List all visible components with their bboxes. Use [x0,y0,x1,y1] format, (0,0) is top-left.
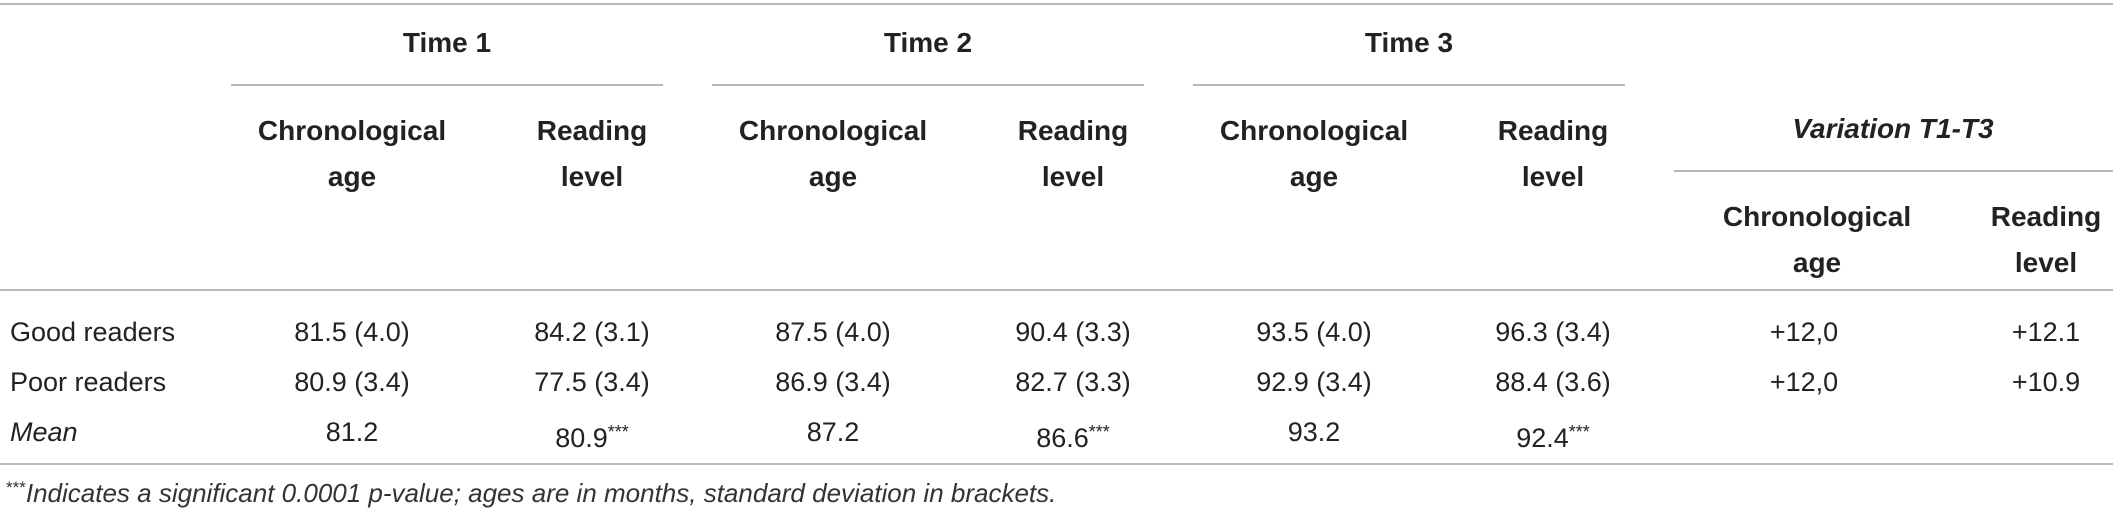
subheader-line: Chronological [738,115,928,146]
row-label-mean: Mean [10,417,78,447]
table-cell: 92.9 (3.4) [1256,367,1372,397]
subheader-chronological-t2: Chronological age [739,108,927,200]
subheader-reading-var: Reading level [1991,194,2101,286]
time3-underline [1193,84,1625,86]
significance-marker: *** [607,422,629,442]
subheader-chronological-var: Chronological age [1723,194,1911,286]
table-cell: 90.4 (3.3) [1015,317,1131,347]
table-cell: 81.2 [325,417,379,447]
subheader-line: Reading [1990,201,2102,232]
subheader-line: age [808,161,858,192]
table-cell: 93.5 (4.0) [1256,317,1372,347]
subheader-line: level [560,161,624,192]
table-cell: 87.5 (4.0) [775,317,891,347]
subheader-reading-t2: Reading level [1018,108,1128,200]
table-cell: 77.5 (3.4) [534,367,650,397]
footnote-text: Indicates a significant 0.0001 p-value; … [25,478,1057,508]
table-cell: 87.2 [806,417,860,447]
table-cell: 86.6*** [1036,410,1110,460]
table-cell: +12.1 [2011,317,2081,347]
table-cell: 96.3 (3.4) [1495,317,1611,347]
table-cell: 86.9 (3.4) [775,367,891,397]
subheader-line: level [1041,161,1105,192]
subheader-line: Chronological [1219,115,1409,146]
table-cell: +12,0 [1769,367,1839,397]
subheader-line: level [1521,161,1585,192]
table-cell: 93.2 [1287,417,1341,447]
row-label-poor-readers: Poor readers [10,367,167,397]
table-cell: 80.9 (3.4) [294,367,410,397]
top-rule [0,3,2113,5]
table-footnote: ***Indicates a significant 0.0001 p-valu… [6,478,1056,509]
significance-marker: *** [1088,422,1110,442]
group-header-time2: Time 2 [883,27,973,58]
subheader-chronological-t3: Chronological age [1220,108,1408,200]
table-cell: +12,0 [1769,317,1839,347]
subheader-line: Reading [536,115,648,146]
footnote-marker: *** [6,478,26,497]
subheader-line: age [1289,161,1339,192]
table-cell: 81.5 (4.0) [294,317,410,347]
cell-value: 92.4 [1516,423,1569,453]
subheader-chronological-t1: Chronological age [258,108,446,200]
header-rule [0,289,2113,291]
cell-value: 80.9 [555,423,608,453]
time1-underline [231,84,663,86]
variation-underline [1674,170,2113,172]
subheader-line: Chronological [1722,201,1912,232]
subheader-line: Chronological [257,115,447,146]
time2-underline [712,84,1144,86]
subheader-line: level [2014,247,2078,278]
table-cell: 92.4*** [1516,410,1590,460]
subheader-line: Reading [1017,115,1129,146]
significance-marker: *** [1568,422,1590,442]
row-label-good-readers: Good readers [10,317,176,347]
subheader-reading-t3: Reading level [1498,108,1608,200]
table-cell: 88.4 (3.6) [1495,367,1611,397]
cell-value: 86.6 [1036,423,1089,453]
group-header-variation: Variation T1-T3 [1792,113,1994,144]
group-header-time1: Time 1 [402,27,492,58]
subheader-line: age [327,161,377,192]
subheader-line: Reading [1497,115,1609,146]
table-cell: +10.9 [2011,367,2081,397]
bottom-rule [0,463,2113,465]
group-header-time3: Time 3 [1364,27,1454,58]
subheader-reading-t1: Reading level [537,108,647,200]
table-cell: 80.9*** [555,410,629,460]
subheader-line: age [1792,247,1842,278]
table-cell: 82.7 (3.3) [1015,367,1131,397]
table-cell: 84.2 (3.1) [534,317,650,347]
